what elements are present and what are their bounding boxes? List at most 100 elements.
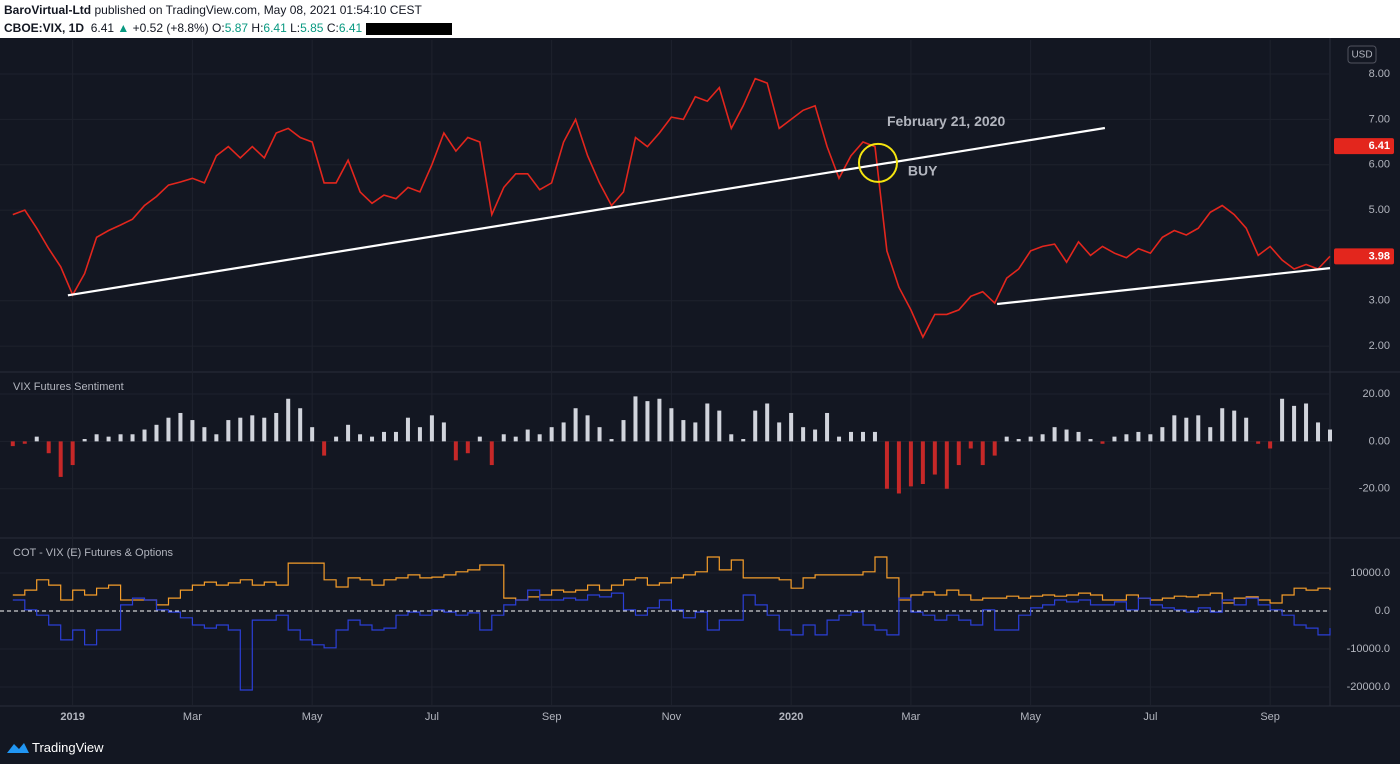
histogram-bar	[825, 412, 830, 442]
annotation: February 21, 2020	[887, 113, 1006, 129]
histogram-bar	[741, 439, 746, 442]
histogram-bar	[992, 441, 997, 456]
histogram-bar	[1004, 436, 1009, 442]
author: BaroVirtual-Ltd	[4, 3, 92, 17]
histogram-bar	[1172, 415, 1177, 442]
histogram-bar	[1136, 431, 1141, 442]
ohlc-label: H:	[251, 21, 264, 35]
histogram-bar	[142, 429, 147, 442]
histogram-bar	[1256, 441, 1261, 444]
histogram-bar	[166, 417, 171, 442]
histogram-bar	[1052, 427, 1057, 442]
histogram-bar	[465, 441, 470, 454]
histogram-bar	[1100, 441, 1105, 444]
histogram-bar	[669, 408, 674, 442]
last-price-label: 3.98	[1369, 250, 1390, 262]
byline: published on TradingView.com, May 08, 20…	[94, 3, 422, 17]
last-price-label: 6.41	[1369, 140, 1390, 152]
y-tick-label: 0.0	[1375, 605, 1390, 617]
histogram-bar	[1028, 436, 1033, 442]
histogram-bar	[753, 410, 758, 442]
histogram-bar	[250, 415, 255, 442]
histogram-bar	[561, 422, 566, 442]
histogram-bar	[346, 424, 351, 442]
trend-line	[996, 267, 1331, 306]
histogram-bar	[573, 408, 578, 442]
change: +0.52 (+8.8%)	[132, 21, 209, 35]
histogram-bar	[1016, 439, 1021, 442]
pane-title: VIX Futures Sentiment	[13, 381, 124, 393]
histogram-bar	[729, 434, 734, 442]
histogram-bar	[789, 412, 794, 442]
histogram-bar	[980, 441, 985, 466]
histogram-bar	[130, 434, 135, 442]
y-tick-label: 7.00	[1369, 113, 1390, 125]
histogram-bar	[537, 434, 542, 442]
x-tick-label: Mar	[901, 711, 920, 723]
histogram-bar	[405, 417, 410, 442]
x-tick-label: May	[302, 711, 323, 723]
histogram-bar	[1076, 431, 1081, 442]
histogram-bar	[370, 436, 375, 442]
x-tick-label: Jul	[1143, 711, 1157, 723]
symbol: CBOE:VIX, 1D	[4, 21, 85, 35]
histogram-bar	[1160, 427, 1165, 442]
histogram-bar	[1064, 429, 1069, 442]
histogram-bar	[837, 436, 842, 442]
histogram-bar	[645, 401, 650, 442]
symbol-row: CBOE:VIX, 1D 6.41 ▲ +0.52 (+8.8%) O:5.87…	[4, 21, 452, 35]
histogram-bar	[1148, 434, 1153, 442]
histogram-bar	[1268, 441, 1273, 449]
histogram-bar	[1088, 439, 1093, 442]
up-arrow: ▲	[117, 21, 130, 35]
histogram-bar	[717, 410, 722, 442]
annotation: BUY	[908, 163, 938, 179]
histogram-bar	[322, 441, 327, 456]
histogram-bar	[286, 398, 291, 442]
histogram-bar	[513, 436, 518, 442]
histogram-bar	[1316, 422, 1321, 442]
pane-title: COT - VIX (E) Futures & Options	[13, 547, 173, 559]
histogram-bar	[1280, 398, 1285, 442]
histogram-bar	[22, 441, 27, 444]
y-tick-label: -10000.0	[1347, 643, 1390, 655]
y-tick-label: 0.00	[1369, 435, 1390, 447]
histogram-bar	[920, 441, 925, 485]
last-price-badge	[1334, 248, 1394, 265]
x-tick-label: 2019	[60, 711, 84, 723]
histogram-bar	[1184, 417, 1189, 442]
histogram-bar	[1208, 427, 1213, 442]
histogram-bar	[190, 420, 195, 442]
histogram-bar	[585, 415, 590, 442]
histogram-bar	[154, 424, 159, 442]
y-tick-label: 3.00	[1369, 295, 1390, 307]
histogram-bar	[106, 436, 111, 442]
histogram-bar	[801, 427, 806, 442]
histogram-bar	[932, 441, 937, 475]
histogram-bar	[238, 417, 243, 442]
footer: TradingView	[0, 732, 1400, 764]
histogram-bar	[956, 441, 961, 466]
histogram-bar	[202, 427, 207, 442]
histogram-bar	[944, 441, 949, 489]
histogram-bar	[777, 422, 782, 442]
histogram-bar	[884, 441, 889, 489]
chart: 2.00 3.00 5.00 6.00 7.00 8.00 February 21, 202…	[0, 38, 1400, 723]
brand-logo	[7, 743, 29, 753]
histogram-bar	[1244, 417, 1249, 442]
histogram-bar	[34, 436, 39, 442]
histogram-bar	[358, 434, 363, 442]
histogram-bar	[489, 441, 494, 466]
histogram-bar	[417, 427, 422, 442]
histogram-bar	[382, 431, 387, 442]
histogram-bar	[334, 436, 339, 442]
histogram-bar	[214, 434, 219, 442]
histogram-bar	[118, 434, 123, 442]
histogram-bar	[1292, 405, 1297, 442]
histogram-bar	[968, 441, 973, 449]
x-tick-label: 2020	[779, 711, 803, 723]
histogram-bar	[657, 398, 662, 442]
ohlc: O:5.87 H:6.41 L:5.85 C:6.41	[212, 21, 366, 35]
histogram-bar	[609, 439, 614, 442]
